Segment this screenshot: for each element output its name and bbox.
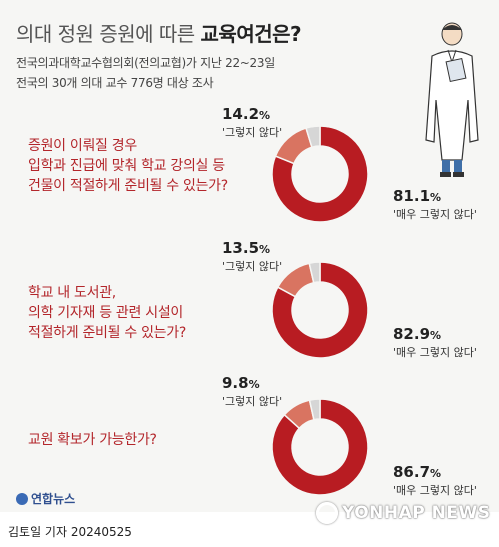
chart-1-slice-1-label: 81.1% '매우 그렇지 않다' [393, 186, 477, 222]
page-title: 의대 정원 증원에 따른 교육여건은? [16, 18, 302, 47]
data-label: 81.1 [393, 187, 431, 205]
data-label: 13.5 [222, 239, 260, 257]
unit-label: % [430, 191, 442, 204]
doctor-icon [425, 22, 479, 177]
chart-3-slice-1 [271, 398, 369, 496]
question-2-line: 적절하게 준비될 수 있는가? [28, 325, 186, 341]
category-label: '그렇지 않다' [222, 260, 283, 273]
infographic-card: 의대 정원 증원에 따른 교육여건은? 전국의과대학교수협의회(전의교협)가 지… [0, 0, 499, 524]
title-light: 의대 정원 증원에 따른 [16, 22, 201, 46]
data-label: 82.9 [393, 325, 431, 343]
question-3: 교원 확보가 가능한가? [28, 430, 157, 450]
question-1-line: 입학과 진급에 맞춰 학교 강의실 등 [28, 158, 225, 174]
question-2-line: 학교 내 도서관, [28, 285, 116, 301]
category-label: '그렇지 않다' [222, 126, 283, 139]
watermark-text: YONHAP NEWS [342, 503, 491, 523]
question-1-line: 증원이 이뤄질 경우 [28, 138, 137, 154]
unit-label: % [430, 467, 442, 480]
donut-charts [271, 125, 369, 496]
category-label: '그렇지 않다' [222, 395, 283, 408]
unit-label: % [248, 378, 260, 391]
question-1-line: 건물이 적절하게 준비될 수 있는가? [28, 178, 228, 194]
data-label: 9.8 [222, 374, 249, 392]
chart-2-slice-2-label: 13.5% '그렇지 않다' [222, 238, 282, 274]
chart-2-slice-1-label: 82.9% '매우 그렇지 않다' [393, 324, 477, 360]
chart-2-slice-3 [308, 261, 321, 284]
chart-3-slice-2-label: 9.8% '그렇지 않다' [222, 373, 282, 409]
watermark-ring-icon [316, 502, 338, 524]
unit-label: % [430, 329, 442, 342]
chart-2-slice-1 [271, 261, 369, 359]
category-label: '매우 그렇지 않다' [393, 208, 477, 221]
source-line-2: 전국의 30개 의대 교수 776명 대상 조사 [16, 76, 214, 90]
chart-1-slice-1 [271, 125, 369, 223]
question-3-line: 교원 확보가 가능한가? [28, 432, 157, 448]
category-label: '매우 그렇지 않다' [393, 484, 477, 497]
source-line-1: 전국의과대학교수협의회(전의교협)가 지난 22~23일 [16, 56, 275, 70]
chart-1-slice-3 [305, 125, 321, 149]
chart-1-slice-2-label: 14.2% '그렇지 않다' [222, 104, 282, 140]
category-label: '매우 그렇지 않다' [393, 346, 477, 359]
chart-3-slice-3 [308, 398, 321, 421]
unit-label: % [259, 109, 271, 122]
data-label: 14.2 [222, 105, 260, 123]
watermark: YONHAP NEWS [316, 502, 490, 524]
question-1: 증원이 이뤄질 경우 입학과 진급에 맞춰 학교 강의실 등 건물이 적절하게 … [28, 136, 228, 196]
logo-text: 연합뉴스 [31, 492, 76, 506]
yonhap-logo: 연합뉴스 [16, 490, 75, 507]
data-label: 86.7 [393, 463, 431, 481]
title-bold: 교육여건은? [200, 22, 302, 46]
chart-3-slice-1-label: 86.7% '매우 그렇지 않다' [393, 462, 477, 498]
yonhap-logo-icon [16, 492, 28, 505]
question-2: 학교 내 도서관, 의학 기자재 등 관련 시설이 적절하게 준비될 수 있는가… [28, 283, 186, 343]
byline: 김토일 기자 20240525 [8, 525, 132, 539]
question-2-line: 의학 기자재 등 관련 시설이 [28, 305, 183, 321]
unit-label: % [259, 243, 271, 256]
